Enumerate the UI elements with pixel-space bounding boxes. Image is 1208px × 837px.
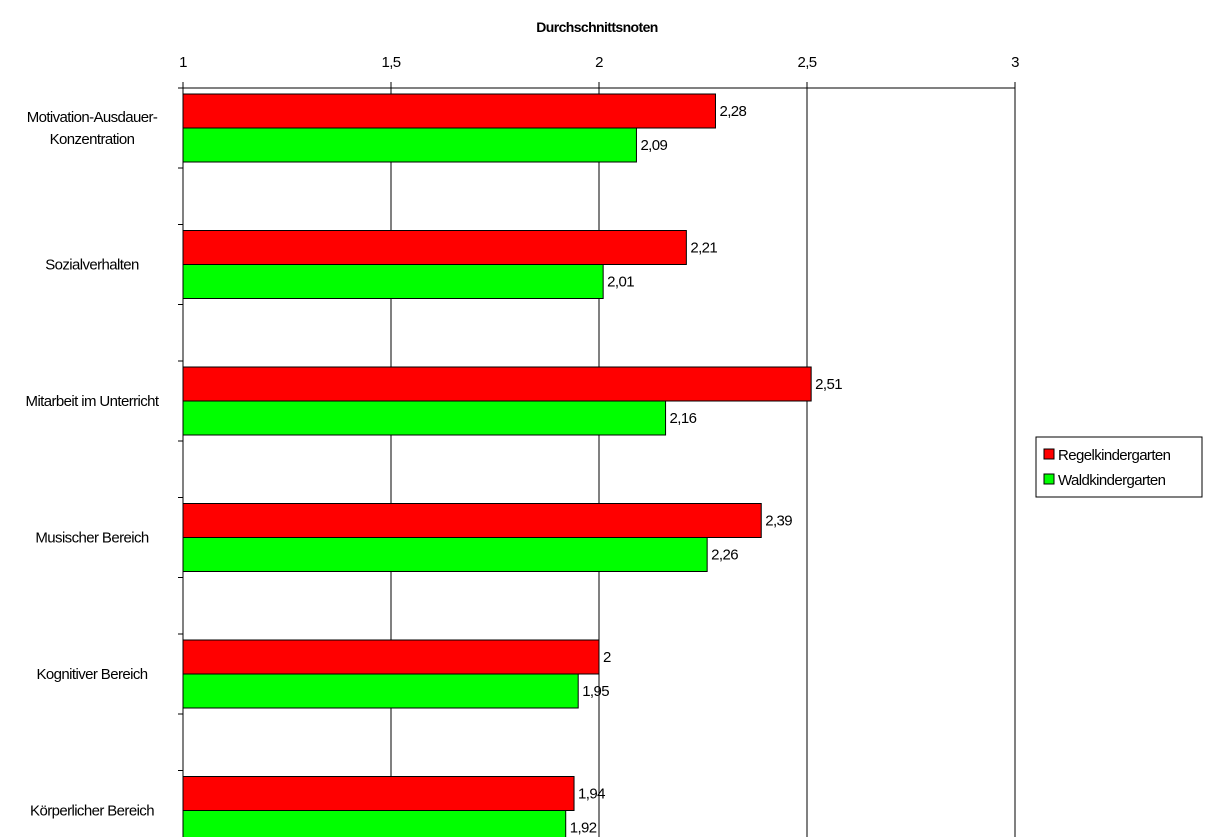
data-label: 1,95 (582, 683, 609, 700)
data-labels: 2,28 2,09 2,21 2,01 2,51 2,16 2,39 2,26 2 1,95 1,9… (570, 103, 843, 837)
category-label: Musischer Bereich (35, 530, 148, 547)
bar-regelkindergarten (182, 776, 575, 811)
data-label: 2,28 (719, 103, 746, 120)
bar-regelkindergarten (182, 93, 716, 129)
x-tick-label: 1 (179, 54, 187, 71)
x-tick-label: 2,5 (797, 54, 816, 71)
category-label: Mitarbeit im Unterricht (26, 393, 160, 410)
bar-regelkindergarten (182, 639, 600, 675)
category-label: Sozialverhalten (45, 257, 139, 274)
data-label: 2,09 (640, 137, 667, 154)
bar-regelkindergarten (182, 366, 812, 402)
data-label: 2,39 (765, 513, 792, 530)
value-axis: 1 1,5 2 2,5 3 (178, 54, 1020, 837)
legend-box (1035, 436, 1203, 498)
chart-title: Durchschnittsnoten (536, 19, 657, 35)
gridlines (390, 88, 1016, 837)
legend-label: Regelkindergarten (1058, 447, 1171, 464)
data-label: 2,21 (690, 240, 717, 257)
data-label: 2,01 (607, 274, 634, 291)
x-tick-label: 1,5 (381, 54, 400, 71)
bar-waldkindergarten (182, 400, 667, 436)
data-label: 2 (603, 649, 611, 666)
bar-waldkindergarten (182, 673, 579, 709)
category-label: Kognitiver Bereich (37, 666, 148, 683)
legend-swatch (1043, 473, 1055, 485)
legend-label: Waldkindergarten (1058, 472, 1166, 489)
x-tick-label: 3 (1011, 54, 1019, 71)
x-tick-label: 2 (595, 54, 603, 71)
bar-waldkindergarten (182, 264, 604, 299)
bar-waldkindergarten (182, 810, 567, 837)
category-label: Körperlicher Bereich (30, 803, 154, 820)
bar-regelkindergarten (182, 230, 687, 265)
bars (182, 93, 812, 837)
data-label: 1,94 (578, 786, 605, 803)
legend: Regelkindergarten Waldkindergarten (1035, 436, 1203, 498)
bar-waldkindergarten (182, 127, 637, 163)
data-label: 2,16 (670, 410, 697, 427)
bar-regelkindergarten (182, 503, 762, 538)
data-label: 2,26 (711, 547, 738, 564)
category-label: Motivation-Ausdauer-Konzentration (27, 109, 158, 148)
data-label: 2,51 (815, 376, 842, 393)
data-label: 1,92 (570, 820, 597, 837)
legend-swatch (1043, 448, 1055, 460)
category-axis: Motivation-Ausdauer-Konzentration Sozialv… (26, 109, 161, 820)
bar-waldkindergarten (182, 537, 708, 572)
